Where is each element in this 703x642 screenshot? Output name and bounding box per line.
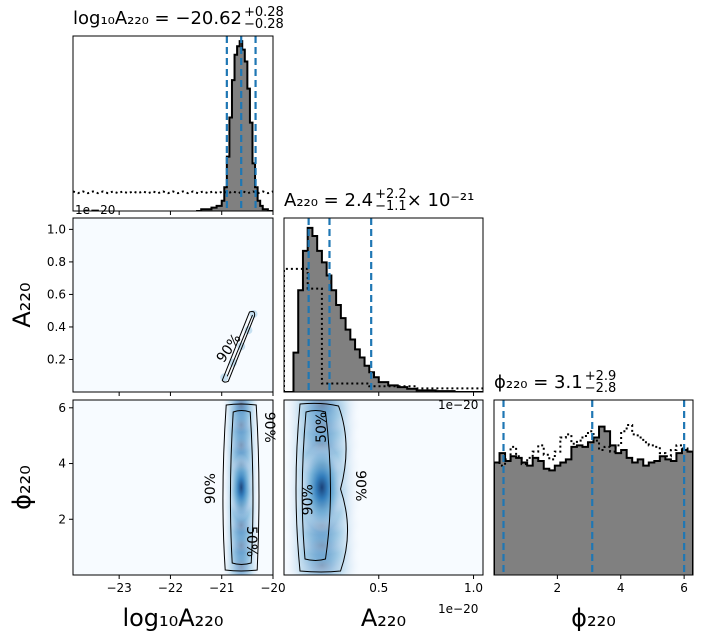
diag-title: log₁₀A₂₂₀ = −20.62 — [73, 8, 242, 29]
x-axis-label-A: A₂₂₀ — [361, 604, 406, 632]
prior-line — [73, 190, 273, 195]
diag-title-lower: −0.28 — [244, 17, 284, 32]
hist-phi — [494, 400, 693, 575]
contour-label: 90% — [352, 470, 368, 501]
x-tick-label: 0.5 — [369, 581, 388, 595]
y-tick-label: 6 — [58, 401, 66, 415]
panel-bg-log10A-A — [73, 218, 273, 392]
offset-label-bottom: 1e−20 — [438, 602, 478, 616]
panel-frame — [283, 399, 484, 576]
density-log10A-phi — [221, 400, 262, 575]
x-axis-label-log10A: log₁₀A₂₂₀ — [122, 604, 223, 632]
diag-title-lower: −2.8 — [585, 381, 617, 396]
hist-log10A — [73, 36, 273, 211]
density-log10A-A — [220, 309, 258, 383]
hist-fill — [196, 41, 273, 211]
contour-label: 50% — [243, 526, 259, 557]
x-tick-label: −22 — [158, 581, 183, 595]
x-tick-label: −21 — [209, 581, 234, 595]
hist-edge — [196, 40, 273, 211]
panel-frame — [72, 399, 274, 576]
density-A-phi — [284, 400, 362, 575]
diag-title-upper: +2.2 — [375, 187, 407, 202]
density-core — [299, 442, 344, 533]
y-tick-label: 4 — [58, 457, 66, 471]
diag-title-upper: +2.9 — [585, 369, 617, 384]
y-tick-label: 0.6 — [47, 287, 66, 301]
panel-frame — [283, 217, 484, 393]
contour-label: 50% — [314, 412, 330, 443]
y-tick-label: 0.4 — [47, 320, 66, 334]
density-core — [229, 453, 254, 522]
prior-line — [494, 424, 693, 467]
contour-label: 90% — [203, 473, 219, 504]
hist-edge — [284, 226, 483, 392]
contour-label: 90% — [301, 484, 317, 515]
contour-90 — [221, 310, 256, 383]
contour-90 — [222, 403, 260, 572]
diag-title: ϕ₂₂₀ = 3.1 — [494, 372, 583, 393]
hist-A — [284, 218, 483, 392]
diag-title-upper: +0.28 — [244, 5, 284, 20]
diag-title: A₂₂₀ = 2.4 — [284, 190, 373, 211]
x-tick-label: 2 — [554, 581, 562, 595]
contour-50 — [301, 410, 331, 561]
offset-label-top: 1e−20 — [75, 203, 115, 217]
offset-label-mid: 1e−20 — [438, 398, 478, 412]
y-axis-label-phi: ϕ₂₂₀ — [8, 465, 36, 510]
y-tick-label: 2 — [58, 512, 66, 526]
y-tick-label: 0.2 — [47, 352, 66, 366]
y-tick-label: 1.0 — [47, 222, 66, 236]
diag-title-lower: −1.1 — [375, 199, 407, 214]
diag-title-suffix: × 10⁻²¹ — [407, 190, 475, 211]
x-tick-label: 6 — [680, 581, 688, 595]
y-axis-label-A: A₂₂₀ — [8, 282, 36, 327]
contour-50 — [229, 410, 254, 565]
panel-frame — [72, 217, 274, 393]
x-axis-label-phi: ϕ₂₂₀ — [571, 604, 616, 632]
x-tick-label: 4 — [617, 581, 625, 595]
hist-fill — [494, 426, 693, 575]
x-tick-label: −20 — [260, 581, 285, 595]
hist-fill — [284, 227, 483, 392]
prior-line — [284, 267, 483, 392]
density-blob — [284, 400, 362, 435]
panel-frame — [493, 399, 694, 576]
y-tick-label: 0.8 — [47, 255, 66, 269]
contour-label: 90% — [261, 412, 277, 443]
contour-90 — [295, 402, 349, 573]
x-tick-label: 1.0 — [464, 581, 483, 595]
contour-50 — [226, 314, 253, 377]
x-tick-label: −23 — [106, 581, 131, 595]
panel-frame — [72, 35, 274, 212]
